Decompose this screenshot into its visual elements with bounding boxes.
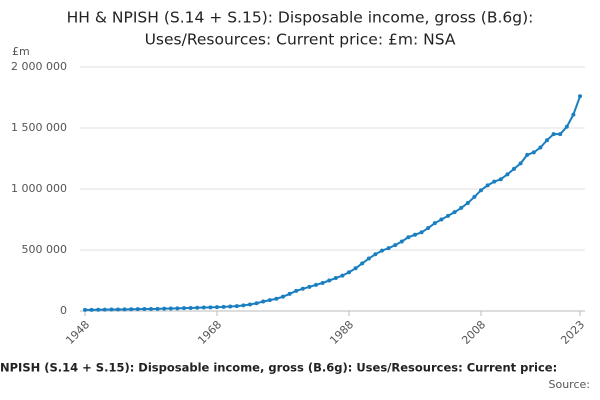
point [386,246,391,251]
point [545,138,549,143]
point [300,286,305,291]
point [492,179,497,184]
point [571,112,576,117]
point [142,307,147,312]
point [472,194,477,199]
y-tick-label: 1 500 000 [11,121,67,134]
point [432,221,437,226]
point [195,305,200,310]
point [281,294,285,299]
point [149,306,153,311]
point [201,305,206,310]
point [333,276,338,281]
point [505,172,510,177]
point [439,217,444,222]
point [413,232,417,237]
point [538,145,543,150]
point [221,304,226,309]
point [248,302,252,307]
y-tick-label: 1 000 000 [11,182,67,195]
line [84,95,581,311]
point [551,132,556,137]
point [373,252,378,257]
point [215,305,219,310]
point [208,305,213,310]
point [406,235,411,240]
point [459,205,464,210]
point [116,307,120,312]
point [254,301,259,306]
point [498,177,503,182]
chart-title: Uses/Resources: Current price: £m: NSA [145,31,456,49]
point [360,261,365,266]
point [380,248,384,253]
point [294,288,299,293]
point [512,166,516,171]
footer-source: Source: [549,378,591,391]
point [518,161,523,166]
point [155,306,160,311]
point [162,306,167,311]
chart-title: HH & NPISH (S.14 + S.15): Disposable inc… [67,9,534,27]
x-tick-label: 2023 [558,318,587,347]
point [479,188,483,193]
point [558,132,563,137]
point [578,94,582,99]
point [314,282,318,287]
x-tick-label: 1988 [327,318,356,347]
x-tick-label: 1968 [195,318,224,347]
point [426,226,431,231]
x-tick-label: 1948 [63,318,92,347]
y-tick-label: 500 000 [22,243,68,256]
point [83,307,87,312]
point [135,307,140,312]
point [399,239,404,244]
point [175,306,180,311]
point [485,183,490,188]
y-tick-label: 0 [60,304,67,317]
point [228,304,233,309]
point [89,307,94,312]
point [267,298,272,303]
point [274,296,279,301]
point [564,124,569,129]
point [109,307,114,312]
point [393,243,398,248]
point [320,280,325,285]
point [129,307,134,312]
point [419,230,424,235]
footer-title: NPISH (S.14 + S.15): Disposable income, … [0,361,557,375]
y-unit-label: £m [12,45,30,58]
point [327,278,332,283]
point [347,270,351,275]
point [188,305,193,310]
point [531,150,536,155]
point [340,273,345,278]
point [525,152,530,157]
y-tick-label: 2 000 000 [11,60,67,73]
point [287,291,292,296]
point [234,304,239,309]
point [307,284,312,289]
point [452,210,457,215]
point [102,307,107,312]
point [353,266,358,271]
point [122,307,127,312]
point [261,299,266,304]
point [182,306,186,311]
point [96,307,101,312]
point [465,201,470,206]
point [241,303,246,308]
point [168,306,173,311]
x-tick-label: 2008 [459,318,488,347]
point [366,256,371,261]
point [446,213,450,218]
